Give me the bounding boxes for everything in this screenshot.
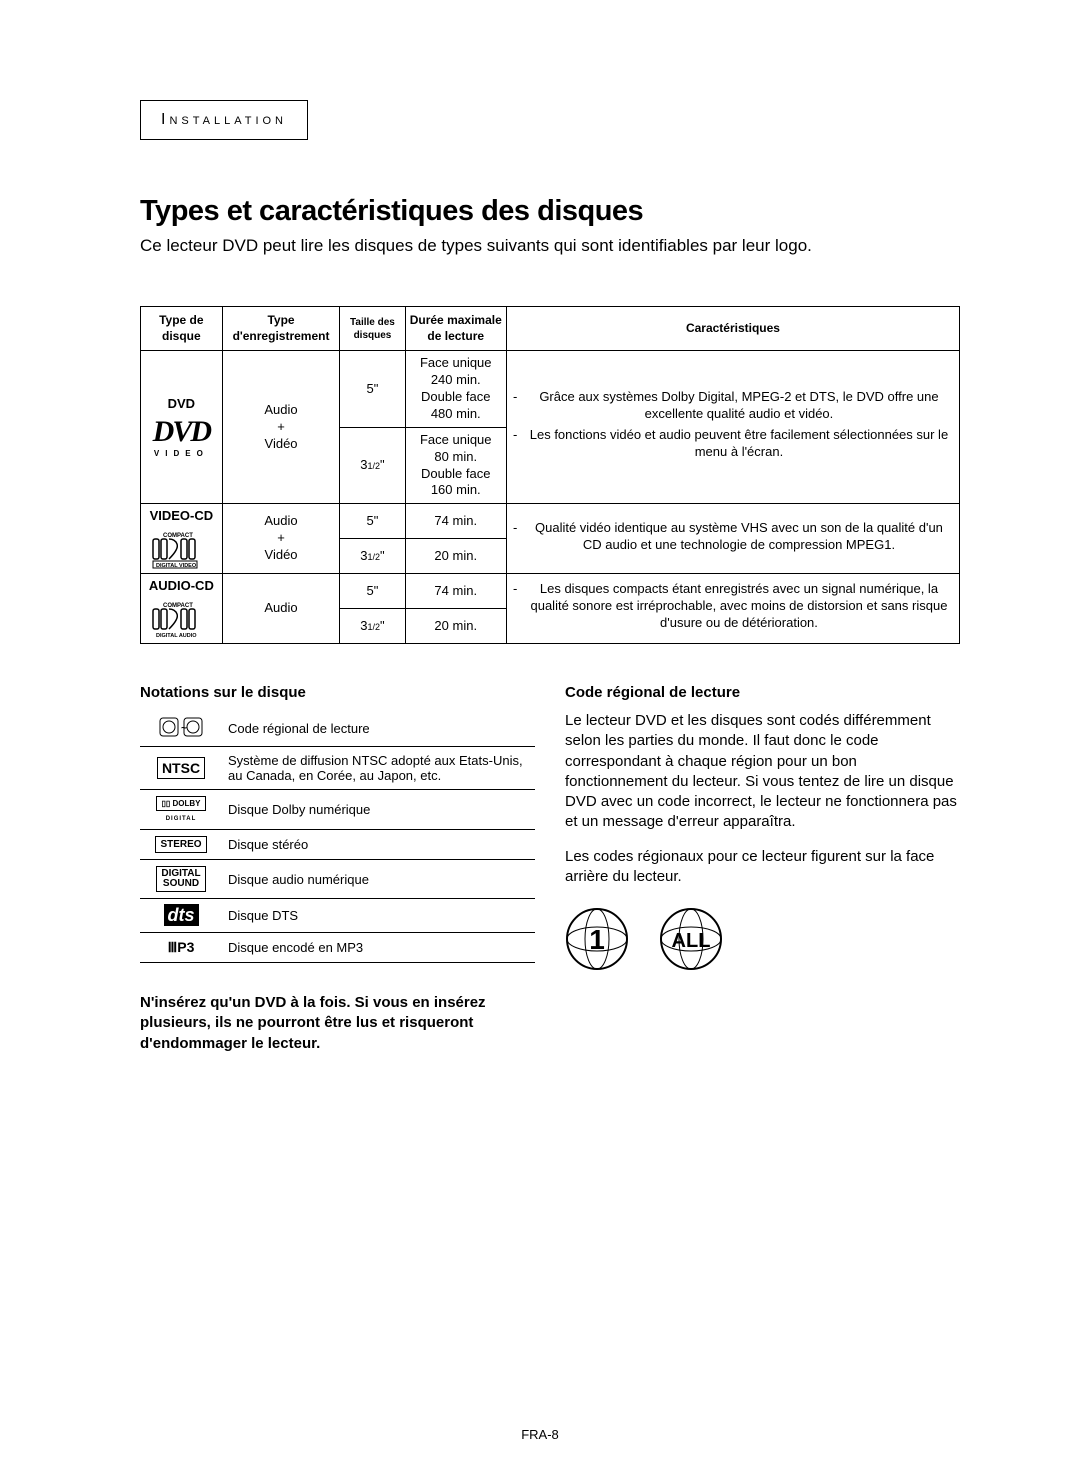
acd-dur2: 20 min. [405, 609, 506, 644]
dvd-size2: 31/2" [340, 427, 405, 504]
dts-icon: dts [140, 899, 222, 933]
svg-text:COMPACT: COMPACT [163, 603, 193, 609]
page-number: FRA-8 [521, 1427, 559, 1442]
th-feat: Caractéristiques [506, 307, 959, 351]
vcd-dur2: 20 min. [405, 539, 506, 574]
regional-p2: Les codes régionaux pour ce lecteur figu… [565, 847, 960, 888]
warning-text: N'insérez qu'un DVD à la fois. Si vous e… [140, 993, 520, 1054]
dvd-dur1: Face unique 240 min. Double face 480 min… [405, 351, 506, 428]
vcd-size1: 5" [340, 504, 405, 539]
svg-text:DIGITAL AUDIO: DIGITAL AUDIO [156, 633, 197, 639]
acd-dur1: 74 min. [405, 574, 506, 609]
mp3-icon: ⅢP3 [140, 933, 222, 963]
acd-label: AUDIO-CD [147, 578, 216, 595]
vcd-feat: Qualité vidéo identique au système VHS a… [506, 504, 959, 574]
note-desc-6: Disque encodé en MP3 [222, 933, 535, 963]
th-size: Taille des disques [340, 307, 405, 351]
page-title: Types et caractéristiques des disques [140, 195, 960, 228]
th-type: Type de disque [141, 307, 223, 351]
notations-table: ~ Code régional de lecture NTSC Système … [140, 711, 535, 963]
compact-disc-audio-icon: COMPACT DIGITAL AUDIO [147, 599, 216, 639]
regional-heading: Code régional de lecture [565, 684, 960, 701]
dvd-dur2: Face unique 80 min. Double face 160 min. [405, 427, 506, 504]
note-desc-0: Code régional de lecture [222, 711, 535, 747]
dvd-label: DVD [147, 396, 216, 413]
dvd-feat: Grâce aux systèmes Dolby Digital, MPEG-2… [506, 351, 959, 504]
acd-size2: 31/2" [340, 609, 405, 644]
note-desc-3: Disque stéréo [222, 830, 535, 860]
region-globe-all-icon: ALL [659, 907, 723, 971]
dvd-logo-icon: DVD VIDEO [147, 417, 216, 459]
regional-p1: Le lecteur DVD et les disques sont codés… [565, 711, 960, 833]
th-rec: Type d'enregistrement [222, 307, 340, 351]
region-pair-icon: ~ [140, 711, 222, 747]
digital-sound-icon: DIGITALSOUND [140, 860, 222, 899]
svg-text:DIGITAL VIDEO: DIGITAL VIDEO [156, 563, 197, 569]
intro-text: Ce lecteur DVD peut lire les disques de … [140, 236, 960, 256]
acd-type-cell: AUDIO-CD COMPACT DIGITAL AUDIO [141, 574, 223, 644]
section-header-box: Installation [140, 100, 308, 140]
notations-heading: Notations sur le disque [140, 684, 535, 701]
dolby-icon: ▯▯ DOLBY DIGITAL [140, 790, 222, 830]
vcd-type-cell: VIDEO-CD COMPACT DIGITAL VIDEO [141, 504, 223, 574]
dvd-type-cell: DVD DVD VIDEO [141, 351, 223, 504]
svg-text:1: 1 [589, 924, 605, 955]
vcd-size2: 31/2" [340, 539, 405, 574]
note-desc-1: Système de diffusion NTSC adopté aux Eta… [222, 747, 535, 790]
th-dur: Durée maximale de lecture [405, 307, 506, 351]
acd-rec: Audio [222, 574, 340, 644]
note-desc-5: Disque DTS [222, 899, 535, 933]
vcd-label: VIDEO-CD [147, 508, 216, 525]
dvd-rec: Audio + Vidéo [222, 351, 340, 504]
stereo-icon: STEREO [140, 830, 222, 860]
svg-text:COMPACT: COMPACT [163, 533, 193, 539]
vcd-dur1: 74 min. [405, 504, 506, 539]
dvd-size1: 5" [340, 351, 405, 428]
disc-types-table: Type de disque Type d'enregistrement Tai… [140, 306, 960, 644]
acd-size1: 5" [340, 574, 405, 609]
vcd-rec: Audio + Vidéo [222, 504, 340, 574]
svg-text:ALL: ALL [672, 930, 711, 952]
acd-feat: Les disques compacts étant enregistrés a… [506, 574, 959, 644]
region-globe-1-icon: 1 [565, 907, 629, 971]
ntsc-icon: NTSC [140, 747, 222, 790]
note-desc-4: Disque audio numérique [222, 860, 535, 899]
compact-disc-video-icon: COMPACT DIGITAL VIDEO [147, 529, 216, 569]
note-desc-2: Disque Dolby numérique [222, 790, 535, 830]
